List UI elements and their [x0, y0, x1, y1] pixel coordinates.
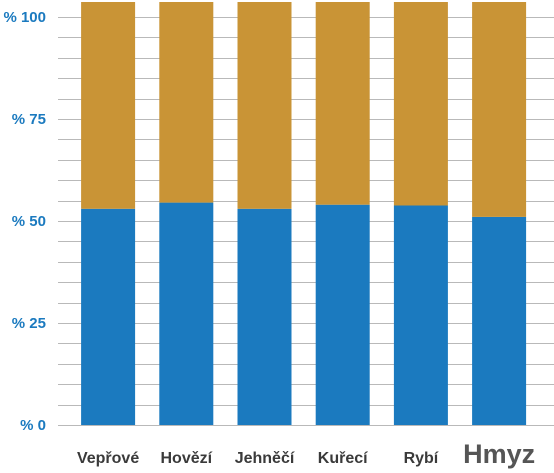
bar-segment-lower-2 [237, 208, 292, 425]
bar-segment-lower-5 [472, 216, 527, 425]
grid-lines [58, 17, 554, 426]
y-tick-label: % 0 [20, 417, 46, 434]
bars [81, 2, 527, 425]
y-tick-label: % 25 [12, 315, 46, 332]
bar-segment-upper-2 [237, 2, 292, 209]
bar-segment-upper-0 [81, 2, 136, 209]
y-tick-label: % 100 [3, 9, 46, 26]
bar-segment-upper-3 [315, 2, 370, 205]
x-tick-label: Hmyz [463, 439, 535, 469]
x-tick-label: Hovězí [161, 450, 213, 467]
y-axis-tick-labels: % 0 % 25 % 50 % 75 % 100 [3, 9, 46, 434]
bar-segment-lower-1 [159, 202, 214, 425]
x-tick-label: Kuřecí [318, 450, 368, 467]
bar-segment-upper-1 [159, 2, 214, 203]
x-axis-tick-labels: Vepřové Hovězí Jehněčí Kuřecí Rybí Hmyz [77, 439, 535, 469]
y-tick-label: % 50 [12, 213, 46, 230]
bar-segment-upper-4 [393, 2, 448, 206]
x-tick-label: Rybí [404, 450, 439, 467]
y-tick-label: % 75 [12, 111, 46, 128]
x-tick-label: Jehněčí [235, 450, 295, 467]
bar-segment-upper-5 [472, 2, 527, 217]
x-tick-label: Vepřové [77, 450, 139, 467]
bar-segment-lower-4 [393, 205, 448, 425]
bar-segment-lower-3 [315, 204, 370, 425]
bar-segment-lower-0 [81, 208, 136, 425]
